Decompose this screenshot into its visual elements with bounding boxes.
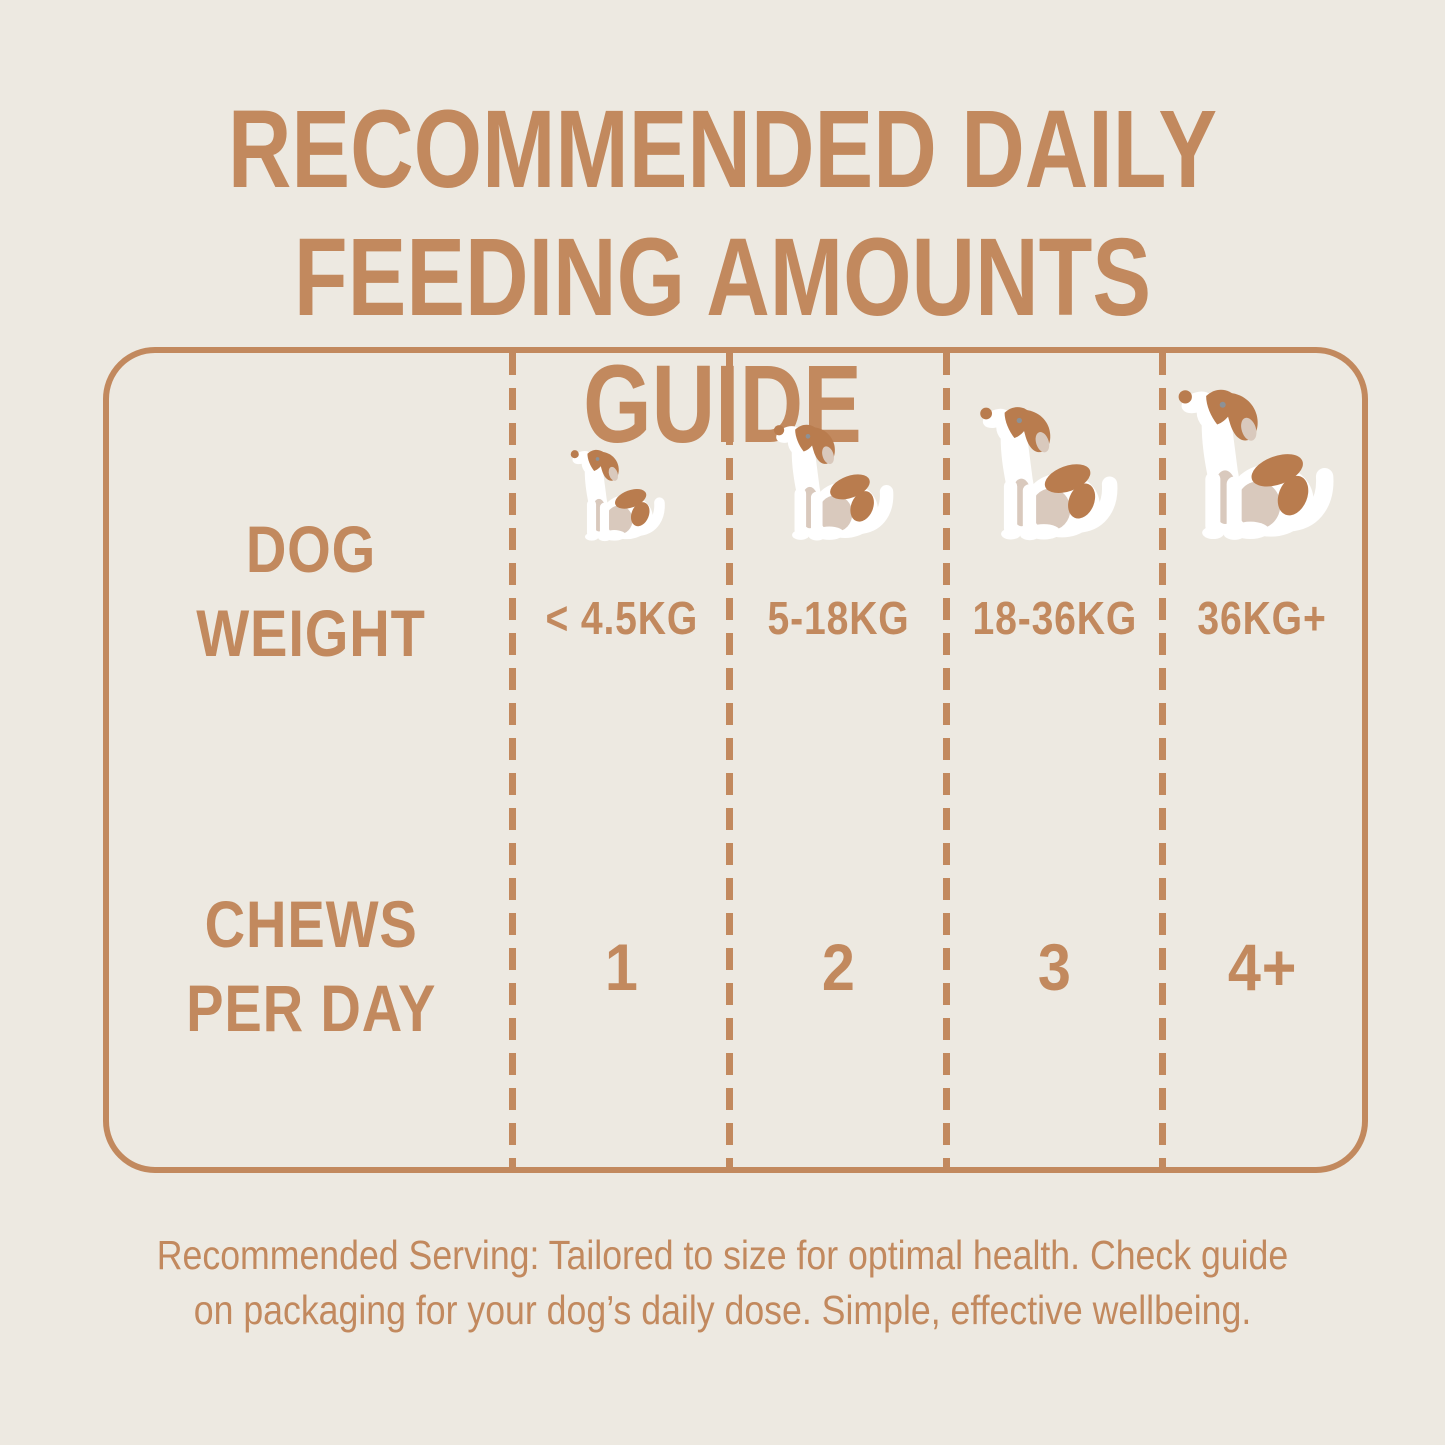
row-header-chews-line1: CHEWS: [204, 887, 418, 962]
chews-value: 4+: [1227, 930, 1298, 1004]
column-divider: [1159, 353, 1166, 1167]
weight-cell-l: 36KG+: [1163, 353, 1362, 783]
dog-icon: [569, 447, 675, 543]
chews-cell-xs: 1: [513, 783, 730, 1167]
column-divider: [726, 353, 733, 1167]
chews-value: 2: [821, 930, 856, 1004]
feeding-table: DOG WEIGHT < 4.5KG 5-18KG: [103, 347, 1368, 1173]
dog-icon: [1176, 385, 1350, 543]
dog-icon: [978, 403, 1132, 543]
chews-value: 1: [604, 930, 639, 1004]
row-header-dog-weight: DOG WEIGHT: [109, 353, 513, 783]
chews-cell-m: 3: [947, 783, 1163, 1167]
weight-cell-m: 18-36KG: [947, 353, 1163, 783]
row-header-dog-weight-line2: WEIGHT: [196, 596, 426, 670]
column-divider: [509, 353, 516, 1167]
row-header-chews-per-day: CHEWS PER DAY: [109, 783, 513, 1167]
dog-icon: [772, 421, 906, 543]
row-header-chews-line2: PER DAY: [185, 971, 437, 1045]
weight-value: 5-18KG: [767, 592, 910, 644]
chews-cell-s: 2: [730, 783, 947, 1167]
weight-cell-s: 5-18KG: [730, 353, 947, 783]
page-title: RECOMMENDED DAILY FEEDING AMOUNTS GUIDE: [145, 86, 1301, 469]
chews-cell-l: 4+: [1163, 783, 1362, 1167]
weight-value: 36KG+: [1197, 592, 1328, 644]
page-title-line2: FEEDING AMOUNTS GUIDE: [293, 215, 1152, 467]
serving-note-line2: on packaging for your dog’s daily dose. …: [193, 1287, 1252, 1334]
chews-value: 3: [1038, 930, 1072, 1004]
row-header-dog-weight-line1: DOG: [245, 512, 377, 587]
serving-note-line1: Recommended Serving: Tailored to size fo…: [156, 1232, 1289, 1278]
feeding-table-grid: DOG WEIGHT < 4.5KG 5-18KG: [109, 353, 1362, 1167]
weight-value: < 4.5KG: [545, 592, 698, 644]
weight-value: 18-36KG: [972, 592, 1138, 644]
weight-cell-xs: < 4.5KG: [513, 353, 730, 783]
serving-note: Recommended Serving: Tailored to size fo…: [94, 1228, 1351, 1339]
page-title-line1: RECOMMENDED DAILY: [227, 88, 1218, 211]
column-divider: [943, 353, 950, 1167]
